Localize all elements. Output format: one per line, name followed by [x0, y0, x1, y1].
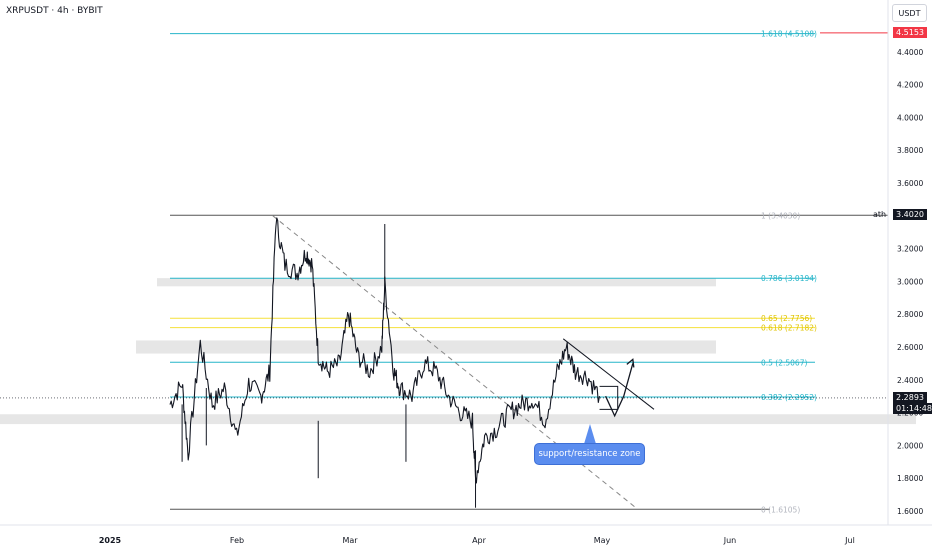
fib-label-1: 1 (3.4030)	[761, 211, 800, 220]
fib-label-0.786: 0.786 (3.0194)	[761, 274, 817, 283]
x-tick-3: Apr	[472, 536, 487, 545]
y-tick-12: 2.0000	[897, 441, 923, 450]
sr-zone-1	[136, 340, 716, 354]
price-series	[169, 217, 601, 508]
currency-button[interactable]: USDT	[892, 4, 927, 22]
projection-arrowhead	[626, 358, 635, 368]
ticker-label: XRPUSDT · 4h · BYBIT	[6, 6, 103, 16]
y-tick-0: 4.4000	[897, 48, 923, 57]
y-tick-7: 3.0000	[897, 277, 923, 286]
projection-path	[605, 363, 634, 418]
y-tick-14: 1.6000	[897, 507, 923, 516]
ath-price-tag: 3.4020	[893, 209, 927, 220]
last-price-tag: 2.2893	[893, 392, 927, 403]
triangle-resistance-line	[562, 338, 655, 410]
consolidation-box	[599, 385, 619, 410]
y-tick-9: 2.6000	[897, 343, 923, 352]
y-tick-8: 2.8000	[897, 310, 923, 319]
time-axis: 2025 Feb Mar Apr May Jun Jul	[0, 524, 932, 545]
y-tick-3: 3.8000	[897, 146, 923, 155]
fib-label-0.618: 0.618 (2.7182)	[761, 324, 817, 333]
x-tick-0: 2025	[99, 536, 122, 545]
y-tick-6: 3.2000	[897, 245, 923, 254]
zones-layer	[0, 278, 916, 425]
fib-levels: 1.618 (4.5108) 1 (3.4030) 0.786 (3.0194) 0.…	[170, 30, 888, 514]
fib-label-1.618: 1.618 (4.5108)	[761, 30, 817, 39]
countdown-tag: 01:14:48	[893, 403, 932, 414]
x-tick-5: Jun	[723, 536, 737, 545]
sr-zone-2	[0, 414, 916, 425]
fib-label-0.65: 0.65 (2.7756)	[761, 314, 812, 323]
sr-zone-0	[157, 278, 716, 287]
y-tick-1: 4.2000	[897, 81, 923, 90]
fib-label-0.382: 0.382 (2.2952)	[761, 393, 817, 402]
y-tick-13: 1.8000	[897, 474, 923, 483]
fib-label-0: 0 (1.6105)	[761, 505, 800, 514]
price-axis: 4.40004.20004.00003.80003.60003.40003.20…	[887, 0, 923, 525]
x-tick-4: May	[594, 536, 611, 545]
price-line	[169, 217, 601, 484]
x-tick-2: Mar	[342, 536, 358, 545]
ath-label: ath	[873, 210, 887, 219]
x-tick-6: Jul	[844, 536, 855, 545]
support-resistance-callout[interactable]: support/resistance zone	[534, 443, 645, 465]
y-tick-10: 2.4000	[897, 376, 923, 385]
fib-label-0.5: 0.5 (2.5067)	[761, 358, 807, 367]
trendlines	[0, 215, 888, 509]
y-tick-2: 4.0000	[897, 113, 923, 122]
callout-pointer	[584, 424, 596, 444]
y-tick-4: 3.6000	[897, 179, 923, 188]
x-tick-1: Feb	[230, 536, 244, 545]
target-price-tag: 4.5153	[893, 27, 927, 38]
